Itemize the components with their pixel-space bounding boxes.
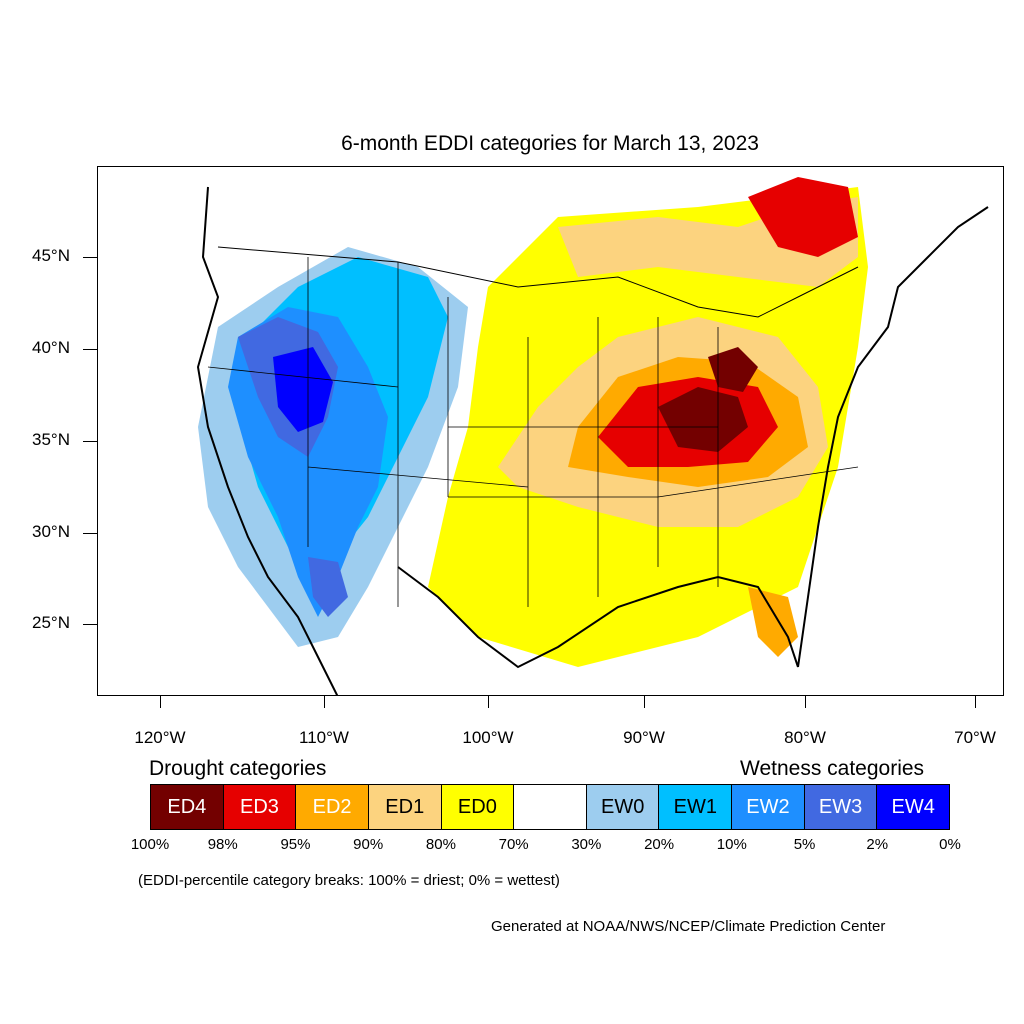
credit-line: Generated at NOAA/NWS/NCEP/Climate Predi… (491, 918, 886, 935)
legend-break-label: 20% (644, 836, 675, 853)
map-title: 6-month EDDI categories for March 13, 20… (341, 132, 759, 155)
legend-cell-ed0: ED0 (441, 785, 515, 829)
wetness-categories-heading: Wetness categories (740, 757, 925, 780)
drought-categories-heading: Drought categories (149, 757, 327, 780)
lon-label-100w: 100°W (462, 728, 514, 747)
lon-label-80w: 80°W (784, 728, 826, 747)
legend-cell-ed4: ED4 (151, 785, 224, 829)
eddi-map-canvas (196, 177, 989, 695)
canada-border (217, 246, 859, 318)
coastline (196, 186, 339, 695)
lon-label-110w: 110°W (299, 728, 349, 747)
lat-label-35: 35°N (32, 430, 70, 449)
wetness-region-ew4 (273, 347, 333, 432)
lon-label-120w: 120°W (134, 728, 186, 747)
lon-tick (644, 696, 645, 708)
lat-label-30: 30°N (32, 522, 70, 541)
legend-break-label: 80% (425, 836, 456, 853)
lon-tick (160, 696, 161, 708)
legend-break-label: 30% (571, 836, 602, 853)
wetness-region-ew4-south (308, 557, 348, 617)
legend-cell-ed2: ED2 (296, 785, 369, 829)
legend-cell-ew1: EW1 (659, 785, 733, 829)
lat-tick (83, 349, 97, 350)
legend-break-label: 5% (793, 836, 816, 853)
drought-region-florida (748, 587, 798, 657)
lon-tick (805, 696, 806, 708)
lon-label-90w: 90°W (623, 728, 665, 747)
legend-cell-neutral (514, 785, 587, 829)
legend-cell-ew3: EW3 (804, 785, 878, 829)
breaks-note: (EDDI-percentile category breaks: 100% =… (138, 872, 560, 889)
legend-break-label: 0% (939, 836, 961, 853)
lon-tick (975, 696, 976, 708)
drought-region-ed4-east (708, 347, 758, 392)
legend-cell-ew2: EW2 (732, 785, 805, 829)
legend-break-label: 100% (130, 836, 170, 853)
drought-region-ed3-north (748, 177, 858, 257)
legend-break-label: 10% (716, 836, 747, 853)
legend-break-label: 90% (353, 836, 384, 853)
legend-break-label: 70% (498, 836, 529, 853)
state-lines (207, 257, 859, 607)
lat-tick (83, 533, 97, 534)
legend-cell-ew0: EW0 (586, 785, 660, 829)
lat-label-25: 25°N (32, 613, 70, 632)
eddi-map (97, 166, 1004, 696)
lat-label-45: 45°N (32, 246, 70, 265)
lat-label-40: 40°N (32, 338, 70, 357)
legend-break-label: 98% (207, 836, 238, 853)
legend-cell-ew4: EW4 (877, 785, 950, 829)
legend-cell-ed3: ED3 (223, 785, 297, 829)
lat-tick (83, 257, 97, 258)
lat-tick (83, 441, 97, 442)
lon-tick (324, 696, 325, 708)
legend-break-label: 2% (866, 836, 889, 853)
legend-break-label: 95% (280, 836, 311, 853)
lat-tick (83, 624, 97, 625)
coastline-gulf (397, 566, 799, 669)
lon-label-70w: 70°W (954, 728, 996, 747)
legend-colorbar: ED4 ED3 ED2 ED1 ED0 EW0 EW1 EW2 EW3 EW4 (150, 784, 950, 830)
coastline-east (797, 206, 989, 668)
lon-tick (488, 696, 489, 708)
legend-cell-ed1: ED1 (368, 785, 442, 829)
drought-region-ed4 (658, 387, 748, 452)
